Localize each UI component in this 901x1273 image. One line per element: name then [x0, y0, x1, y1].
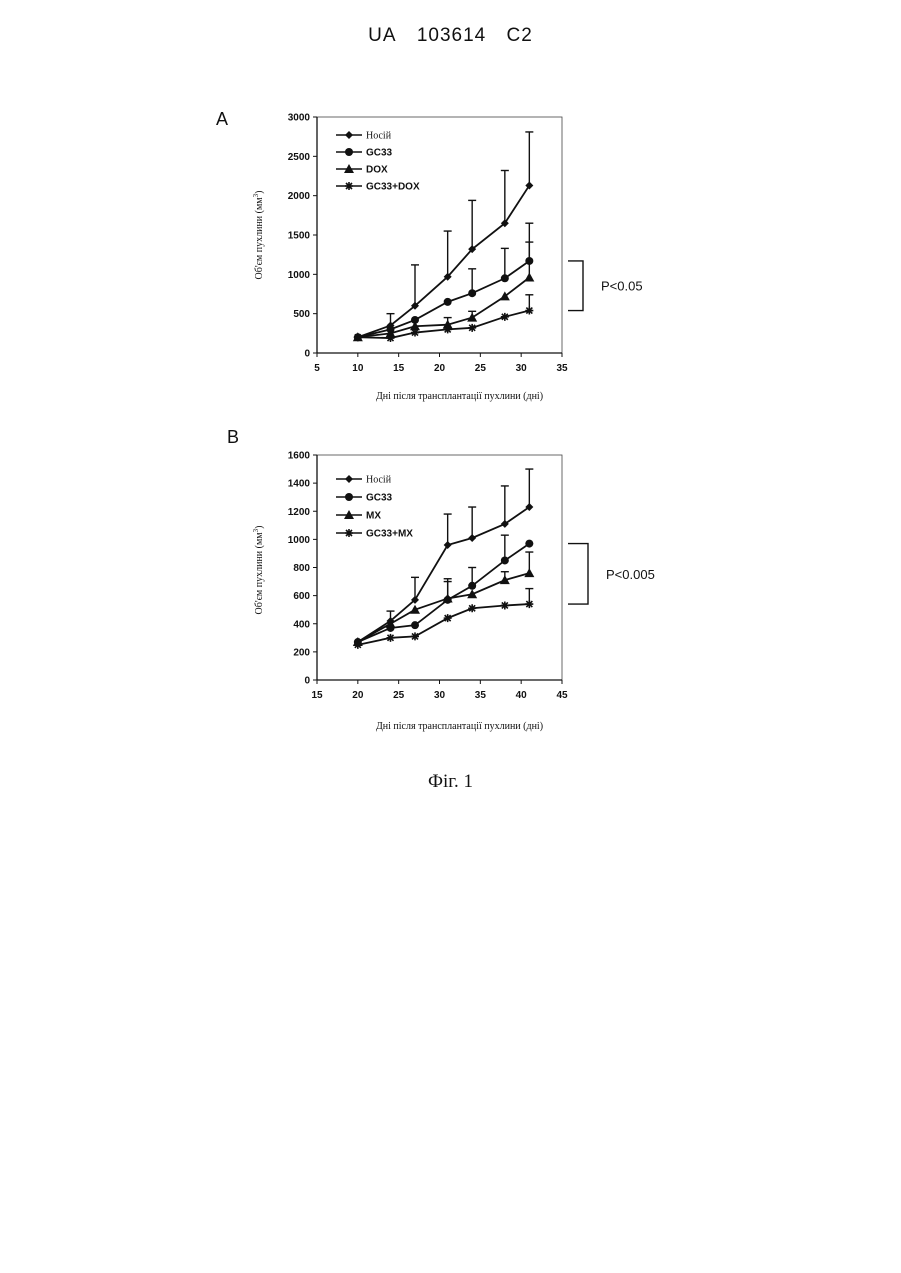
y-tick-label: 2500 — [288, 152, 311, 163]
data-point — [444, 298, 452, 306]
x-tick-label: 20 — [434, 363, 446, 374]
data-point — [411, 329, 419, 337]
data-point — [525, 307, 533, 315]
y-tick-label: 200 — [293, 647, 310, 658]
y-axis-unit-close: ) — [254, 526, 265, 529]
x-tick-label: 30 — [516, 363, 528, 374]
y-axis-label-text: Об'єм пухлини — [254, 213, 265, 279]
data-point — [468, 582, 476, 590]
figure-caption: Фіг. 1 — [0, 771, 901, 793]
series-gc33 — [354, 223, 533, 341]
y-tick-label: 1000 — [288, 270, 311, 281]
chart-panel-a: A 0 500 1000 1500 2000 2500 3000 5 10 15 20 25 30 35 Дн… — [216, 109, 643, 402]
y-tick-label: 1600 — [288, 451, 311, 462]
y-tick-label: 0 — [304, 676, 310, 687]
y-axis-unit-close: ) — [254, 191, 265, 194]
plot-frame — [317, 455, 562, 680]
x-axis-label: Дні після трансплантації пухлини (дні) — [376, 391, 543, 402]
y-tick-label: 1500 — [288, 231, 311, 242]
legend-label: GC33+MX — [366, 529, 413, 540]
x-tick-label: 45 — [556, 690, 568, 701]
x-tick-label: 25 — [475, 363, 487, 374]
legend-label: GC33 — [366, 493, 393, 504]
series-gc33-mx — [354, 589, 533, 649]
x-tick-label: 5 — [314, 363, 320, 374]
legend-label: GC33 — [366, 148, 393, 159]
data-point — [387, 634, 395, 642]
data-point — [501, 601, 509, 609]
x-tick-label: 15 — [393, 363, 405, 374]
y-tick-label: 800 — [293, 563, 310, 574]
data-point — [444, 325, 452, 333]
legend-marker — [345, 475, 353, 483]
legend-label: MX — [366, 511, 381, 522]
x-tick-label: 25 — [393, 690, 405, 701]
x-axis-label: Дні після трансплантації пухлини (дні) — [376, 721, 543, 732]
data-point — [525, 540, 533, 548]
data-point — [501, 313, 509, 321]
data-point — [354, 641, 362, 649]
y-tick-label: 3000 — [288, 113, 311, 124]
legend-marker — [345, 148, 353, 156]
y-tick-label: 1200 — [288, 507, 311, 518]
data-point — [524, 272, 534, 281]
data-point — [468, 604, 476, 612]
y-axis-unit: (мм — [254, 532, 265, 549]
series- — [354, 132, 533, 341]
x-tick-label: 20 — [352, 690, 364, 701]
y-tick-label: 500 — [293, 309, 310, 320]
legend-label: GC33+DOX — [366, 182, 420, 193]
legend-marker — [345, 131, 353, 139]
legend-marker — [345, 493, 353, 501]
y-tick-label: 2000 — [288, 191, 311, 202]
y-axis-label: Об'єм пухлини (мм3) — [252, 191, 265, 280]
legend-label: Носій — [366, 131, 392, 142]
panel-label: A — [216, 109, 228, 129]
data-point — [444, 541, 452, 549]
y-axis-label-text: Об'єм пухлини — [254, 548, 265, 614]
y-tick-label: 600 — [293, 591, 310, 602]
data-point — [501, 274, 509, 282]
x-tick-label: 35 — [475, 690, 487, 701]
legend-marker — [345, 182, 353, 190]
data-point — [387, 334, 395, 342]
significance-label: P<0.005 — [606, 567, 655, 582]
panel-label: B — [227, 427, 239, 447]
legend-label: Носій — [366, 475, 392, 486]
data-point — [524, 568, 534, 577]
data-point — [525, 600, 533, 608]
data-point — [411, 621, 419, 629]
x-tick-label: 10 — [352, 363, 364, 374]
x-tick-label: 35 — [556, 363, 568, 374]
legend-label: DOX — [366, 165, 388, 176]
y-tick-label: 1400 — [288, 479, 311, 490]
series-line — [358, 507, 529, 642]
y-tick-label: 0 — [304, 349, 310, 360]
data-point — [468, 534, 476, 542]
y-axis-label: Об'єм пухлини (мм3) — [252, 526, 265, 615]
x-tick-label: 40 — [516, 690, 528, 701]
data-point — [411, 632, 419, 640]
data-point — [444, 614, 452, 622]
y-tick-label: 1000 — [288, 535, 311, 546]
data-point — [468, 289, 476, 297]
significance-label: P<0.05 — [601, 279, 643, 294]
data-point — [467, 313, 477, 322]
x-tick-label: 15 — [311, 690, 323, 701]
y-tick-label: 400 — [293, 619, 310, 630]
y-axis-unit: (мм — [254, 197, 265, 214]
significance-bracket — [568, 261, 583, 311]
x-tick-label: 30 — [434, 690, 446, 701]
data-point — [468, 324, 476, 332]
series-dox — [353, 242, 534, 341]
legend-marker — [345, 529, 353, 537]
data-point — [354, 333, 362, 341]
data-point — [467, 589, 477, 598]
significance-bracket — [568, 544, 588, 604]
chart-panel-b: B 0 200 400 600 800 1000 1200 1400 1600 15 20 25 30 35… — [227, 427, 655, 732]
data-point — [501, 556, 509, 564]
